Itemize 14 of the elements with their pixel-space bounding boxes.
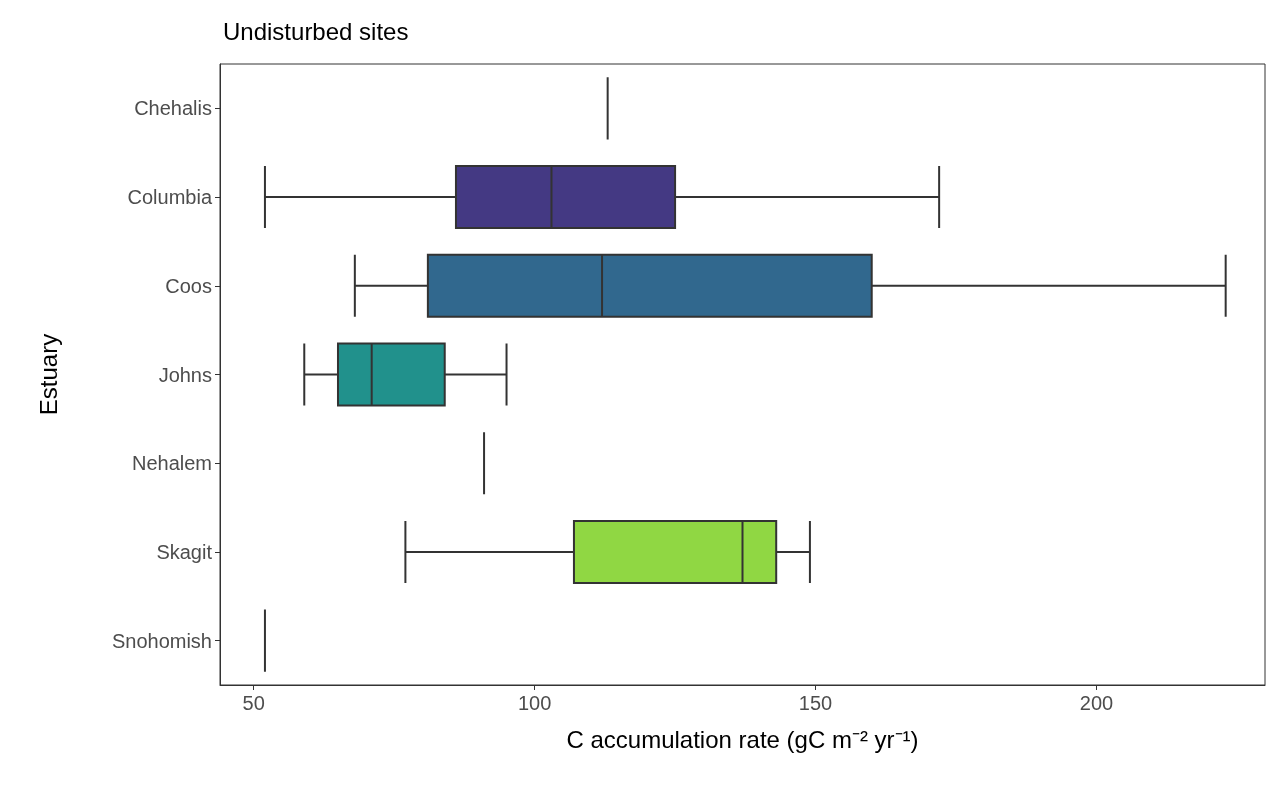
y-tick-label: Skagit (156, 540, 213, 563)
x-tick-label: 150 (798, 692, 833, 714)
x-tick-label: 100 (517, 692, 552, 714)
y-tick-label: Snohomish (111, 629, 212, 652)
x-axis-title: C accumulation rate (gC m⁻² yr⁻¹) (566, 725, 919, 753)
y-tick-label: Columbia (127, 186, 213, 209)
x-tick-label: 50 (242, 692, 265, 714)
y-tick-label: Johns (158, 363, 212, 386)
y-tick-label: Chehalis (134, 97, 212, 120)
y-tick-label: Coos (165, 274, 212, 297)
y-axis-title: Estuary (34, 333, 62, 416)
x-tick-label: 200 (1079, 692, 1114, 714)
y-tick-label: Nehalem (131, 452, 212, 475)
chart-title: Undisturbed sites (223, 17, 409, 45)
